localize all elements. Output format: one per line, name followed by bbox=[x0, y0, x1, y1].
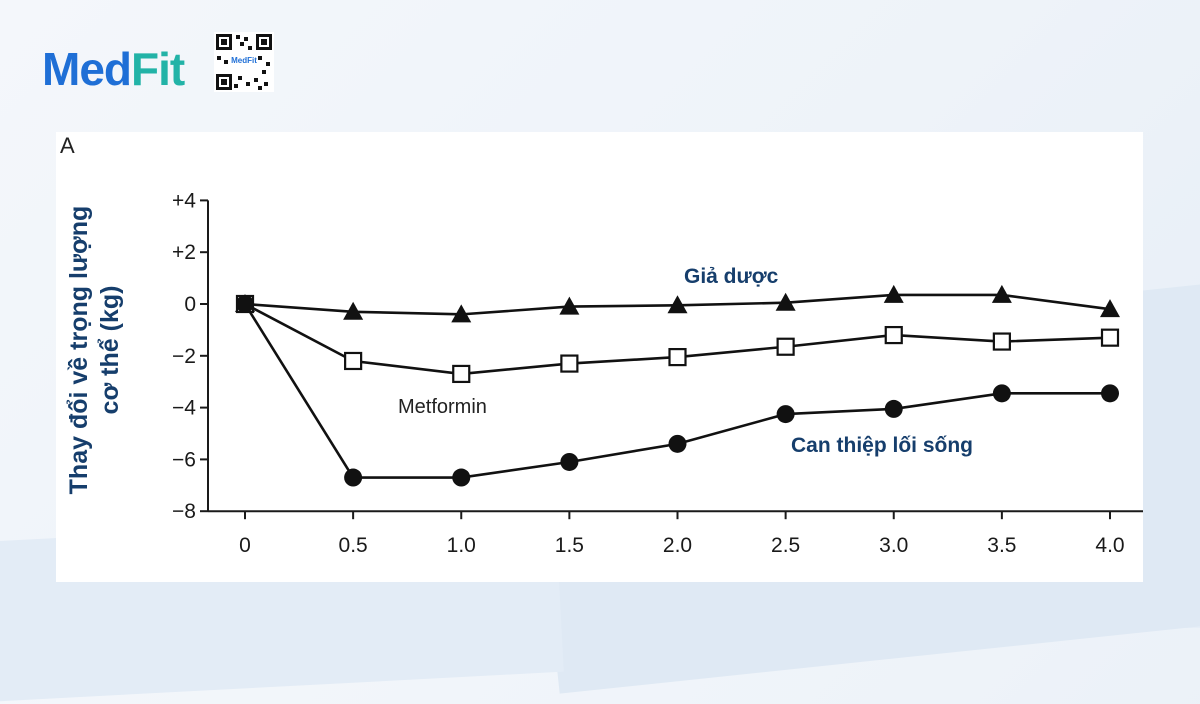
data-point-placebo bbox=[667, 295, 688, 314]
data-point-placebo bbox=[451, 304, 472, 323]
data-point-lifestyle bbox=[992, 384, 1011, 403]
panel-letter: A bbox=[60, 133, 75, 158]
data-point-placebo bbox=[1100, 299, 1120, 318]
y-tick-label: −6 bbox=[172, 448, 196, 471]
x-tick-label: 2.5 bbox=[771, 534, 800, 557]
data-point-placebo bbox=[883, 284, 904, 303]
logo-text-fit: Fit bbox=[131, 43, 185, 95]
axes: +4 +2 0 −2 −4 −6 −8 0 0.5 1.0 1.5 2.0 2.5 3.0 3.5 4.0 bbox=[172, 189, 1143, 557]
data-point-placebo bbox=[775, 292, 796, 311]
data-point-lifestyle bbox=[452, 468, 471, 487]
data-point-lifestyle bbox=[884, 399, 903, 418]
line-chart: +4 +2 0 −2 −4 −6 −8 0 0.5 1.0 1.5 2.0 2.5 3.0 3.5 4.0 G… bbox=[172, 189, 1143, 557]
logo-text-med: Med bbox=[42, 43, 132, 95]
x-tick-label: 3.0 bbox=[879, 534, 908, 557]
data-point-placebo bbox=[991, 284, 1012, 303]
y-tick-label: −4 bbox=[172, 397, 196, 420]
data-point-metformin bbox=[776, 337, 795, 356]
data-point-metformin bbox=[992, 332, 1011, 351]
x-tick-label: 3.5 bbox=[987, 534, 1016, 557]
data-point-lifestyle bbox=[236, 295, 254, 313]
data-point-lifestyle bbox=[1101, 384, 1119, 403]
qr-center-label: MedFit bbox=[231, 56, 257, 65]
x-tick-label: 4.0 bbox=[1095, 534, 1124, 557]
y-tick-label: +2 bbox=[172, 241, 196, 264]
annotation-lifestyle: Can thiệp lối sống bbox=[791, 434, 973, 457]
x-tick-label: 0 bbox=[239, 534, 251, 557]
qr-code-icon: MedFit bbox=[214, 32, 274, 92]
y-tick-label: +4 bbox=[172, 189, 196, 212]
y-tick-label: −2 bbox=[172, 345, 196, 368]
x-tick-label: 1.0 bbox=[447, 534, 476, 557]
data-point-placebo bbox=[343, 301, 364, 320]
x-tick-label: 1.5 bbox=[555, 534, 584, 557]
chart-panel bbox=[56, 132, 1143, 582]
data-point-metformin bbox=[884, 325, 903, 345]
data-point-metformin bbox=[452, 364, 471, 384]
data-point-placebo bbox=[559, 296, 580, 315]
data-point-metformin bbox=[1100, 328, 1120, 347]
y-tick-label: 0 bbox=[184, 293, 196, 316]
data-point-lifestyle bbox=[344, 468, 363, 487]
annotation-metformin: Metformin bbox=[398, 396, 487, 418]
data-point-metformin bbox=[344, 351, 363, 371]
medfit-logo: MedFit bbox=[42, 43, 185, 95]
data-point-lifestyle bbox=[776, 405, 795, 424]
series-annotations: Giả dược Metformin Can thiệp lối sống bbox=[398, 265, 973, 457]
x-tick-label: 0.5 bbox=[339, 534, 368, 557]
data-point-metformin bbox=[560, 354, 579, 373]
data-point-lifestyle bbox=[560, 452, 579, 471]
annotation-placebo: Giả dược bbox=[684, 265, 779, 288]
y-tick-label: −8 bbox=[172, 500, 196, 523]
x-tick-label: 2.0 bbox=[663, 534, 692, 557]
data-point-lifestyle bbox=[668, 434, 687, 453]
data-point-metformin bbox=[668, 347, 687, 367]
series-markers bbox=[235, 284, 1120, 487]
